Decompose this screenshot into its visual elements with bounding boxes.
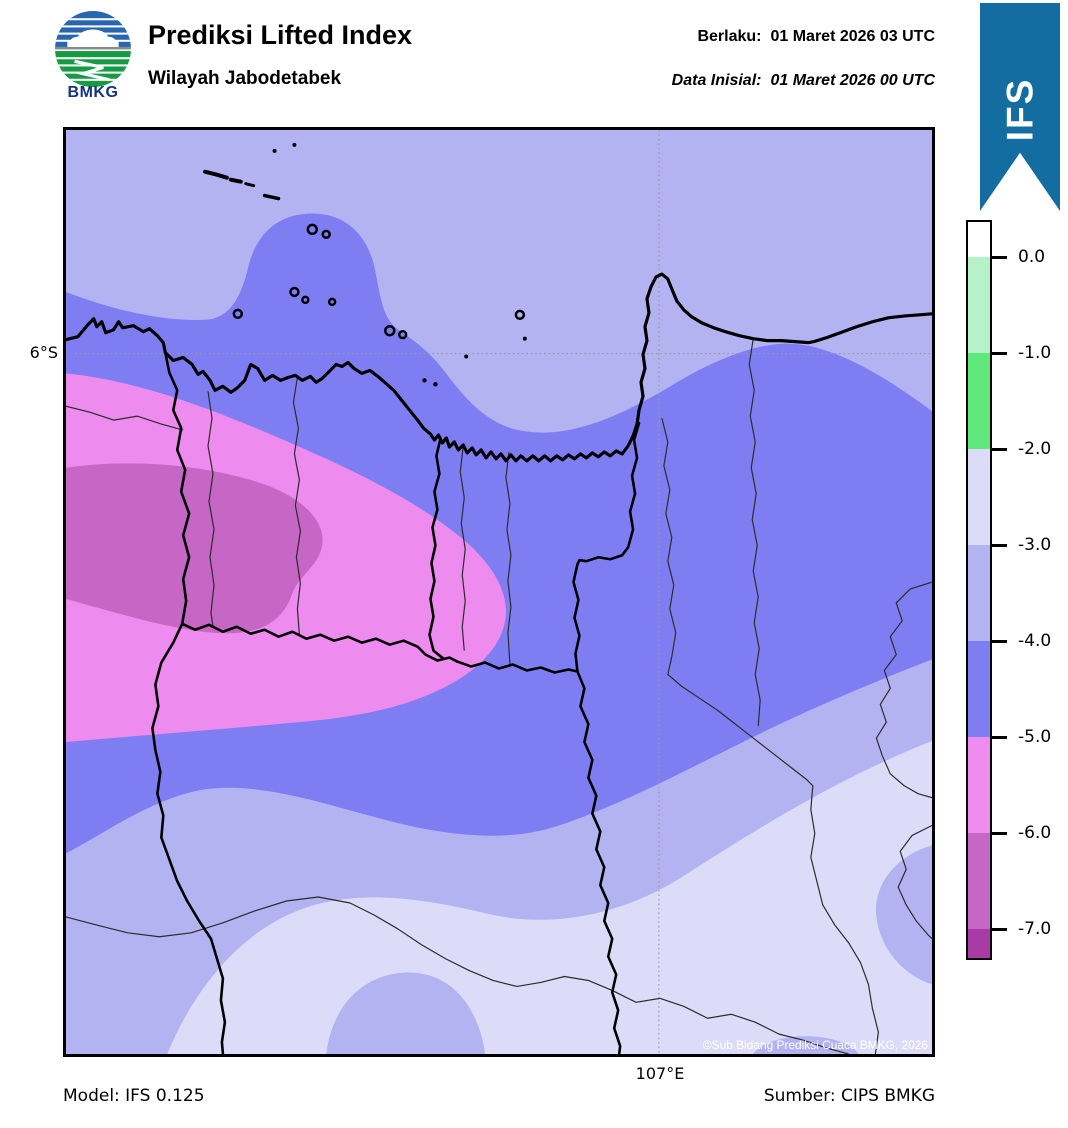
bmkg-logo <box>55 11 131 87</box>
colorbar-tick-label: -5.0 <box>1018 727 1052 747</box>
contour-south-minus2 <box>167 741 932 1054</box>
forecast-map: ©Sub Bidang Prediksi Cuaca BMKG, 2026 <box>63 127 935 1057</box>
admin-boundaries-thin <box>66 338 932 1054</box>
colorbar-tick-label: -2.0 <box>1018 439 1052 459</box>
colorbar-tick-label: 0.0 <box>1018 247 1046 267</box>
colorbar-tick-label: -1.0 <box>1018 343 1052 363</box>
valid-time-line: Berlaku: 01 Maret 2026 03 UTC <box>697 28 935 46</box>
colorbar-tick-label: -3.0 <box>1018 535 1052 555</box>
colorbar-tick <box>990 735 1007 739</box>
initial-time-label: Data Inisial: <box>671 72 762 89</box>
page-title: Prediksi Lifted Index <box>148 20 413 50</box>
contour-blob-right <box>875 845 932 985</box>
colorbar-segment <box>968 222 990 257</box>
colorbar-legend: 0.0 -1.0 -2.0 -3.0 -4.0 -5.0 -6.0 -7.0 <box>966 220 1068 960</box>
bmkg-logo-text: BMKG <box>67 84 119 101</box>
colorbar-tick-label: -7.0 <box>1018 919 1052 939</box>
colorbar-tick-label: -6.0 <box>1018 823 1052 843</box>
valid-time-label: Berlaku: <box>697 28 762 45</box>
contour-map-canvas: ©Sub Bidang Prediksi Cuaca BMKG, 2026 <box>66 130 932 1054</box>
contour-blob-minus6 <box>66 463 323 634</box>
colorbar-segment <box>968 353 990 449</box>
colorbar-segment <box>968 257 990 353</box>
colorbar-segments <box>966 220 992 960</box>
colorbar-segment <box>968 641 990 737</box>
seribu-islands <box>203 142 527 387</box>
lat-axis-label: 6°S <box>29 343 58 362</box>
colorbar-tick <box>990 639 1007 643</box>
initial-time-value: 01 Maret 2026 00 UTC <box>770 72 935 89</box>
colorbar-tick <box>990 351 1007 355</box>
lon-axis-label: 107°E <box>635 1064 685 1083</box>
valid-time-value: 01 Maret 2026 03 UTC <box>770 28 935 45</box>
colorbar-segment <box>968 929 990 958</box>
colorbar-tick <box>990 927 1007 931</box>
page-subtitle: Wilayah Jabodetabek <box>148 68 342 89</box>
colorbar-segment <box>968 737 990 833</box>
initial-time-line: Data Inisial: 01 Maret 2026 00 UTC <box>672 72 935 90</box>
model-label: Model: IFS 0.125 <box>63 1086 205 1106</box>
contour-dome-bottom <box>326 972 486 1054</box>
colorbar-segment <box>968 545 990 641</box>
colorbar-segment <box>968 833 990 929</box>
admin-boundaries-thick <box>151 351 641 1054</box>
colorbar-tick <box>990 255 1007 259</box>
colorbar-tick-label: -4.0 <box>1018 631 1052 651</box>
ifs-ribbon-label: IFS <box>999 77 1041 142</box>
source-label: Sumber: CIPS BMKG <box>763 1086 935 1106</box>
colorbar-segment <box>968 449 990 545</box>
map-copyright: ©Sub Bidang Prediksi Cuaca BMKG, 2026 <box>703 1038 929 1052</box>
ifs-ribbon: IFS <box>980 3 1060 211</box>
colorbar-tick <box>990 447 1007 451</box>
colorbar-tick <box>990 543 1007 547</box>
colorbar-tick <box>990 831 1007 835</box>
coastline <box>66 272 932 463</box>
